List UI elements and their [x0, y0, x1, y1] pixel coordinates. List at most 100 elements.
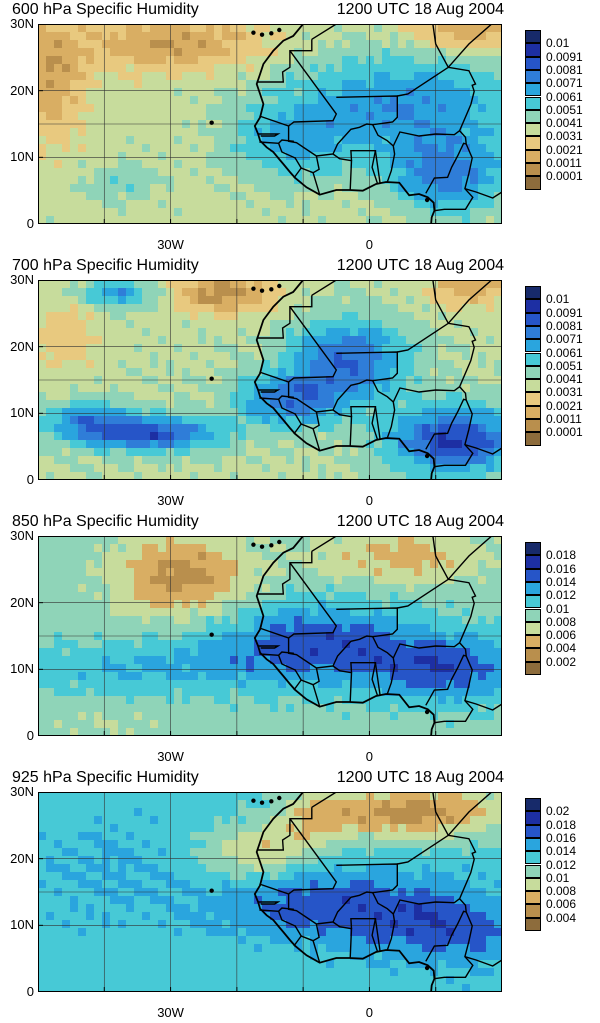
- humidity-cell: [446, 72, 455, 81]
- humidity-cell: [478, 96, 487, 105]
- humidity-cell: [310, 136, 319, 145]
- humidity-cell: [398, 680, 407, 689]
- humidity-cell: [318, 328, 327, 337]
- humidity-cell: [158, 32, 167, 41]
- humidity-cell: [78, 48, 87, 57]
- humidity-cell: [374, 800, 383, 809]
- humidity-cell: [286, 624, 295, 633]
- humidity-cell: [94, 88, 103, 97]
- humidity-cell: [382, 72, 391, 81]
- humidity-cell: [70, 56, 79, 65]
- humidity-cell: [478, 680, 487, 689]
- humidity-cell: [214, 584, 223, 593]
- humidity-cell: [406, 440, 415, 449]
- humidity-cell: [342, 568, 351, 577]
- humidity-cell: [398, 208, 407, 217]
- humidity-cell: [422, 600, 431, 609]
- humidity-cell: [254, 568, 263, 577]
- humidity-cell: [70, 168, 79, 177]
- humidity-cell: [318, 560, 327, 569]
- humidity-cell: [342, 336, 351, 345]
- humidity-cell: [62, 680, 71, 689]
- humidity-cell: [366, 560, 375, 569]
- humidity-cell: [494, 304, 502, 313]
- humidity-cell: [94, 408, 103, 417]
- humidity-cell: [134, 624, 143, 633]
- humidity-cell: [102, 648, 111, 657]
- humidity-cell: [134, 664, 143, 673]
- humidity-cell: [150, 704, 159, 713]
- humidity-cell: [278, 112, 287, 121]
- humidity-cell: [470, 48, 479, 57]
- humidity-cell: [134, 680, 143, 689]
- humidity-cell: [358, 368, 367, 377]
- humidity-cell: [142, 160, 151, 169]
- humidity-cell: [326, 56, 335, 65]
- humidity-cell: [406, 576, 415, 585]
- humidity-cell: [286, 600, 295, 609]
- humidity-cell: [422, 568, 431, 577]
- humidity-cell: [190, 56, 199, 65]
- humidity-cell: [246, 296, 255, 305]
- humidity-cell: [86, 408, 95, 417]
- humidity-cell: [310, 112, 319, 121]
- humidity-cell: [206, 112, 215, 121]
- humidity-cell: [246, 688, 255, 697]
- humidity-cell: [238, 328, 247, 337]
- humidity-cell: [174, 176, 183, 185]
- humidity-cell: [238, 360, 247, 369]
- humidity-cell: [382, 728, 391, 736]
- humidity-cell: [54, 408, 63, 417]
- lat-tick-label: 10N: [0, 406, 34, 420]
- humidity-cell: [94, 568, 103, 577]
- humidity-cell: [374, 56, 383, 65]
- humidity-cell: [150, 808, 159, 817]
- humidity-cell: [110, 112, 119, 121]
- humidity-cell: [230, 24, 239, 33]
- humidity-cell: [38, 112, 47, 121]
- humidity-cell: [150, 160, 159, 169]
- humidity-cell: [134, 424, 143, 433]
- humidity-cell: [238, 472, 247, 480]
- humidity-cell: [382, 464, 391, 473]
- humidity-cell: [318, 112, 327, 121]
- humidity-cell: [294, 184, 303, 193]
- humidity-cell: [334, 728, 343, 736]
- humidity-map: [38, 24, 502, 224]
- humidity-cell: [62, 704, 71, 713]
- humidity-cell: [158, 832, 167, 841]
- colorbar-label: 0.0031: [546, 130, 583, 142]
- humidity-cell: [374, 560, 383, 569]
- humidity-cell: [438, 360, 447, 369]
- humidity-cell: [342, 800, 351, 809]
- humidity-cell: [150, 440, 159, 449]
- humidity-cell: [342, 32, 351, 41]
- humidity-cell: [270, 344, 279, 353]
- humidity-cell: [254, 168, 263, 177]
- humidity-cell: [294, 96, 303, 105]
- island: [269, 287, 273, 291]
- island: [425, 710, 429, 714]
- humidity-cell: [158, 176, 167, 185]
- humidity-cell: [150, 328, 159, 337]
- humidity-cell: [494, 344, 502, 353]
- humidity-cell: [102, 672, 111, 681]
- humidity-cell: [246, 656, 255, 665]
- humidity-cell: [398, 56, 407, 65]
- lat-tick-label: 0: [0, 217, 34, 231]
- humidity-cell: [462, 728, 471, 736]
- humidity-cell: [54, 728, 63, 736]
- humidity-cell: [374, 816, 383, 825]
- humidity-cell: [478, 352, 487, 361]
- humidity-cell: [134, 48, 143, 57]
- humidity-cell: [174, 576, 183, 585]
- humidity-cell: [486, 152, 495, 161]
- humidity-cell: [110, 456, 119, 465]
- humidity-cell: [126, 336, 135, 345]
- humidity-cell: [62, 560, 71, 569]
- humidity-cell: [86, 432, 95, 441]
- humidity-cell: [102, 32, 111, 41]
- humidity-cell: [254, 720, 263, 729]
- humidity-cell: [70, 656, 79, 665]
- humidity-cell: [102, 56, 111, 65]
